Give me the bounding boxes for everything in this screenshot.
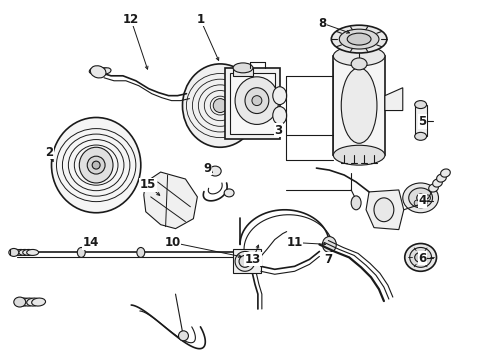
Ellipse shape <box>92 161 100 169</box>
Polygon shape <box>366 190 403 230</box>
Text: 14: 14 <box>83 236 99 249</box>
Ellipse shape <box>414 132 426 140</box>
Ellipse shape <box>9 248 19 256</box>
Text: 2: 2 <box>45 146 54 159</box>
Ellipse shape <box>420 200 426 206</box>
Ellipse shape <box>224 189 234 197</box>
Ellipse shape <box>432 179 442 187</box>
Bar <box>414 105 426 136</box>
Text: 3: 3 <box>274 124 282 137</box>
Ellipse shape <box>89 68 99 74</box>
Text: 12: 12 <box>122 13 139 26</box>
Ellipse shape <box>440 169 449 177</box>
Ellipse shape <box>346 33 370 45</box>
Ellipse shape <box>19 249 31 255</box>
Ellipse shape <box>213 99 226 113</box>
Ellipse shape <box>79 147 113 183</box>
Bar <box>333 56 384 155</box>
Bar <box>230 73 274 134</box>
Ellipse shape <box>22 249 35 255</box>
Ellipse shape <box>341 68 376 143</box>
Ellipse shape <box>402 183 438 213</box>
Text: 1: 1 <box>196 13 204 26</box>
Ellipse shape <box>92 68 102 74</box>
Ellipse shape <box>15 249 27 255</box>
Ellipse shape <box>95 68 105 74</box>
Ellipse shape <box>98 68 108 74</box>
Ellipse shape <box>77 247 85 257</box>
Ellipse shape <box>233 63 252 73</box>
Ellipse shape <box>339 29 378 49</box>
Ellipse shape <box>239 255 250 267</box>
Ellipse shape <box>51 117 141 213</box>
Text: 11: 11 <box>286 236 302 249</box>
Text: 6: 6 <box>418 252 426 265</box>
Ellipse shape <box>414 100 426 109</box>
Text: 10: 10 <box>164 236 180 249</box>
Ellipse shape <box>333 145 384 165</box>
Text: 13: 13 <box>244 253 261 266</box>
Ellipse shape <box>404 243 436 271</box>
Ellipse shape <box>322 237 336 252</box>
Ellipse shape <box>331 25 386 53</box>
Ellipse shape <box>209 166 221 176</box>
Text: 15: 15 <box>139 179 156 192</box>
Ellipse shape <box>428 184 437 192</box>
Ellipse shape <box>350 196 360 210</box>
Ellipse shape <box>235 251 254 271</box>
Bar <box>224 68 279 139</box>
Ellipse shape <box>235 77 278 125</box>
Text: 5: 5 <box>418 115 426 128</box>
Ellipse shape <box>178 331 188 341</box>
Ellipse shape <box>333 46 384 66</box>
Ellipse shape <box>413 200 419 206</box>
Ellipse shape <box>350 58 366 70</box>
Ellipse shape <box>21 298 36 306</box>
Ellipse shape <box>90 66 106 78</box>
Ellipse shape <box>251 96 262 105</box>
Ellipse shape <box>182 64 257 147</box>
Text: 7: 7 <box>324 253 332 266</box>
Ellipse shape <box>137 247 144 257</box>
Ellipse shape <box>11 249 22 255</box>
Ellipse shape <box>424 195 429 201</box>
Polygon shape <box>143 172 197 229</box>
Bar <box>233 249 260 273</box>
Ellipse shape <box>244 88 268 113</box>
Ellipse shape <box>27 249 39 255</box>
Text: 8: 8 <box>318 17 326 30</box>
Ellipse shape <box>87 156 105 174</box>
Ellipse shape <box>32 298 45 306</box>
Ellipse shape <box>14 297 26 307</box>
Text: 4: 4 <box>418 194 426 207</box>
Ellipse shape <box>436 174 446 182</box>
Text: 9: 9 <box>203 162 211 175</box>
Ellipse shape <box>27 298 41 306</box>
Ellipse shape <box>272 107 286 125</box>
Polygon shape <box>384 88 402 111</box>
Ellipse shape <box>416 194 424 202</box>
Ellipse shape <box>272 87 286 105</box>
Ellipse shape <box>17 298 31 306</box>
Ellipse shape <box>414 252 426 262</box>
Ellipse shape <box>408 188 432 208</box>
Ellipse shape <box>101 68 111 74</box>
Ellipse shape <box>373 198 393 222</box>
Ellipse shape <box>409 247 431 267</box>
Bar <box>233 68 252 76</box>
